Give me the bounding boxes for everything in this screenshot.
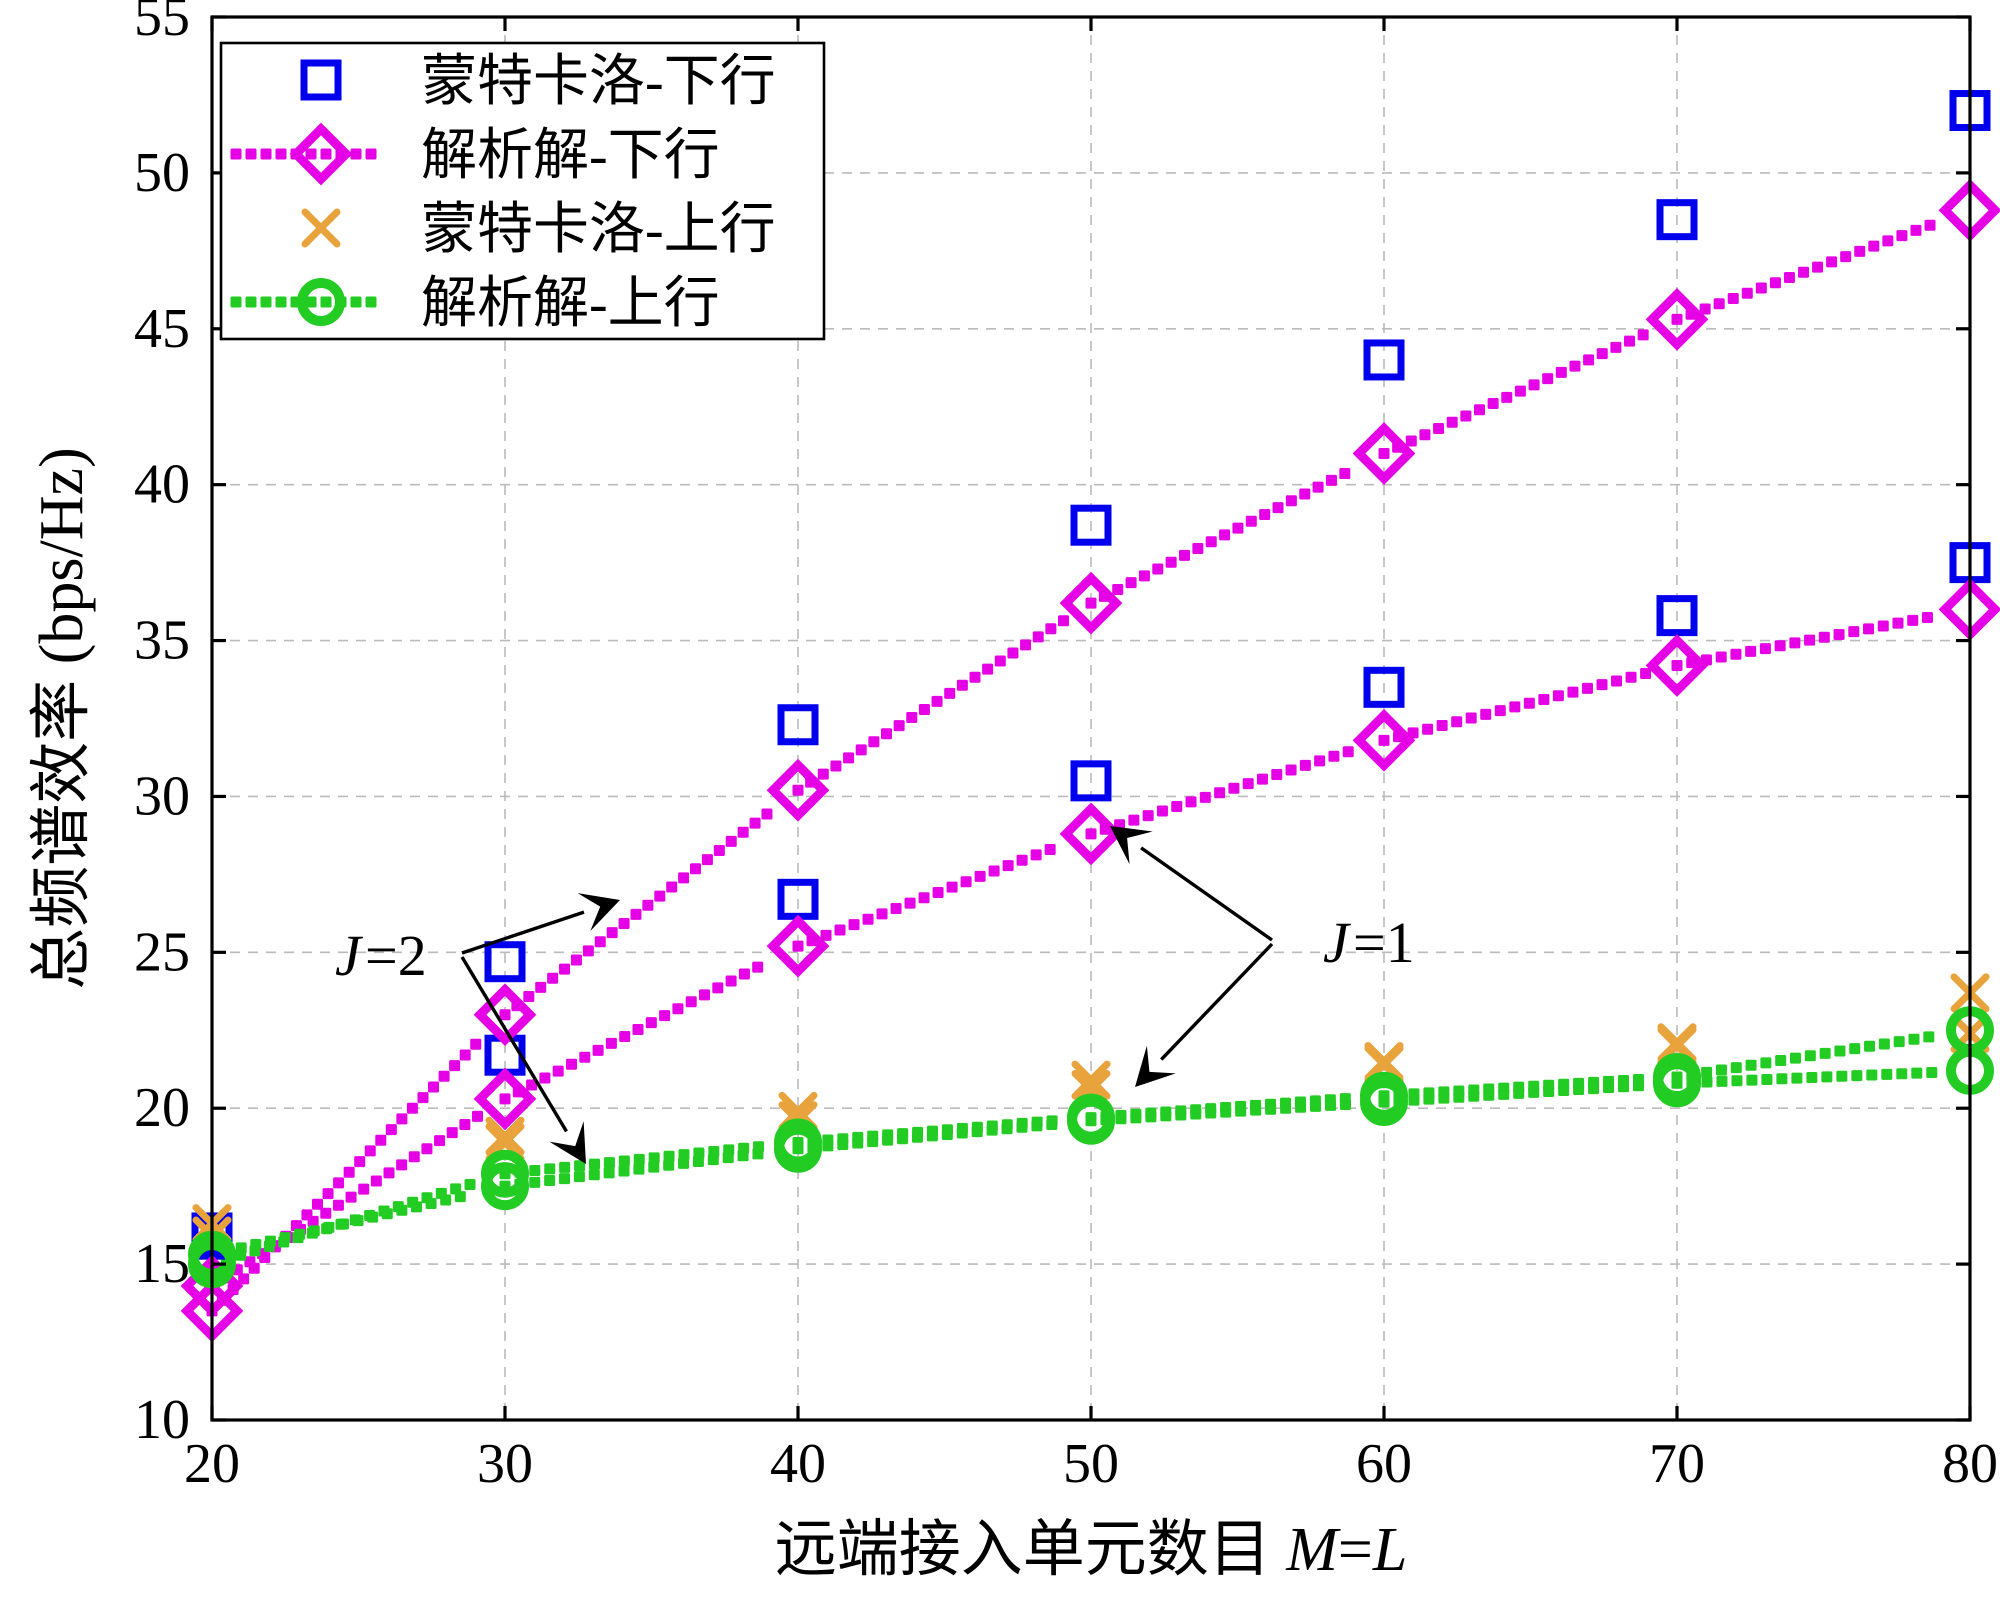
svg-text:45: 45 bbox=[134, 298, 190, 360]
svg-text:15: 15 bbox=[134, 1233, 190, 1295]
svg-text:=2: =2 bbox=[365, 923, 427, 988]
svg-text:70: 70 bbox=[1649, 1433, 1705, 1495]
svg-text:20: 20 bbox=[184, 1433, 240, 1495]
svg-text:40: 40 bbox=[770, 1433, 826, 1495]
svg-text:20: 20 bbox=[134, 1077, 190, 1139]
svg-text:10: 10 bbox=[134, 1389, 190, 1451]
svg-text:=1: =1 bbox=[1353, 910, 1415, 975]
svg-text:J: J bbox=[335, 923, 364, 988]
svg-text:解析解-下行: 解析解-下行 bbox=[421, 125, 720, 187]
svg-text:30: 30 bbox=[134, 765, 190, 827]
svg-text:40: 40 bbox=[134, 454, 190, 516]
svg-text:远端接入单元数目 M=L: 远端接入单元数目 M=L bbox=[775, 1516, 1408, 1584]
svg-text:80: 80 bbox=[1942, 1433, 1998, 1495]
svg-text:35: 35 bbox=[134, 610, 190, 672]
svg-text:60: 60 bbox=[1356, 1433, 1412, 1495]
svg-text:50: 50 bbox=[134, 142, 190, 204]
svg-text:55: 55 bbox=[134, 0, 190, 48]
svg-text:蒙特卡洛-下行: 蒙特卡洛-下行 bbox=[421, 51, 776, 113]
svg-text:解析解-上行: 解析解-上行 bbox=[421, 273, 720, 335]
svg-text:J: J bbox=[1323, 910, 1352, 975]
svg-text:30: 30 bbox=[477, 1433, 533, 1495]
svg-text:蒙特卡洛-上行: 蒙特卡洛-上行 bbox=[421, 199, 776, 261]
svg-text:25: 25 bbox=[134, 921, 190, 983]
svg-text:总频谱效率 (bps/Hz): 总频谱效率 (bps/Hz) bbox=[28, 447, 96, 989]
svg-text:50: 50 bbox=[1063, 1433, 1119, 1495]
